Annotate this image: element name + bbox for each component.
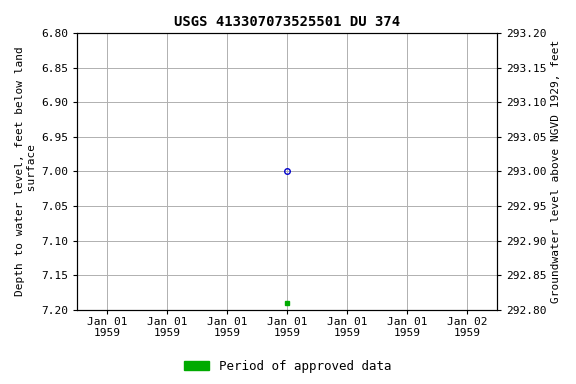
Title: USGS 413307073525501 DU 374: USGS 413307073525501 DU 374 (174, 15, 400, 29)
Y-axis label: Groundwater level above NGVD 1929, feet: Groundwater level above NGVD 1929, feet (551, 40, 561, 303)
Y-axis label: Depth to water level, feet below land
 surface: Depth to water level, feet below land su… (15, 46, 37, 296)
Legend: Period of approved data: Period of approved data (179, 355, 397, 378)
